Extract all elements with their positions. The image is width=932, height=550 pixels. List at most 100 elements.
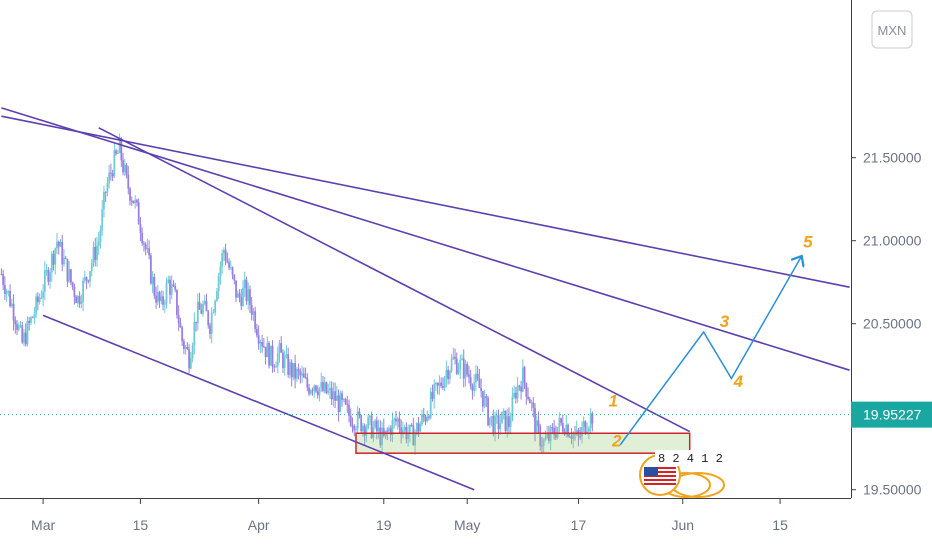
candle-body (96, 245, 98, 260)
candle-body (475, 373, 477, 383)
wave-forecast (619, 257, 801, 446)
symbol-badge[interactable]: MXN (871, 10, 913, 49)
candle-body (402, 429, 404, 435)
support-zone (355, 432, 691, 454)
candle-body (501, 411, 503, 424)
time-tick-label: 19 (376, 517, 392, 533)
candle-body (506, 416, 509, 431)
candle-body (252, 311, 255, 315)
candle-body (75, 296, 78, 304)
candle-body (586, 431, 589, 434)
candle-body (471, 386, 474, 391)
time-tick-label: 15 (772, 517, 788, 533)
candle-body (118, 138, 121, 153)
price-axis[interactable]: 21.50000 21.00000 20.50000 19.50000 (851, 150, 922, 498)
candle-body (541, 445, 543, 447)
candle-body (24, 332, 27, 345)
candle-body (341, 393, 343, 401)
candle-body (582, 421, 585, 427)
candle-body (558, 418, 561, 428)
candle-body (202, 304, 204, 314)
candle-body (448, 371, 451, 380)
candle-body (52, 253, 55, 265)
candle-body (87, 280, 90, 282)
candle-body (567, 424, 569, 437)
candle-body (38, 297, 41, 303)
candle-body (106, 183, 109, 193)
time-axis[interactable]: Mar 15 Apr 19 May 17 Jun 15 (31, 498, 788, 533)
candle-body (33, 313, 36, 318)
candle-body (226, 260, 229, 263)
candle-body (351, 425, 354, 427)
candle-body (499, 423, 502, 430)
candle-body (89, 271, 91, 282)
candle-body (294, 363, 297, 379)
wave-label-2: 2 (611, 432, 622, 451)
candle-body (528, 398, 531, 404)
candle-body (290, 362, 293, 378)
candle-body (16, 324, 18, 330)
candle-body (379, 427, 382, 446)
candle-body (158, 292, 161, 301)
candle-body (3, 285, 6, 295)
candle-body (485, 396, 488, 399)
candle-body (189, 358, 192, 369)
candle-body (509, 420, 512, 427)
candle-body (514, 392, 517, 399)
candle-body (184, 346, 187, 349)
candle-body (73, 286, 76, 297)
candle-body (120, 138, 123, 161)
candle-body (99, 230, 102, 242)
economic-event-icon[interactable]: 8 2 4 1 2 (639, 450, 725, 498)
candle-body (548, 433, 550, 441)
candle-body (438, 382, 441, 386)
candle-body (523, 367, 526, 384)
candle-body (441, 386, 444, 388)
candle-body (309, 390, 312, 394)
candle-body (468, 374, 470, 378)
candle-body (311, 390, 314, 392)
candle-body (216, 291, 218, 301)
candle-body (268, 342, 270, 366)
candle-body (94, 246, 97, 260)
candle-body (76, 295, 79, 304)
candle-body (125, 164, 128, 175)
candle-body (162, 296, 164, 305)
candle-body (255, 329, 258, 336)
candle-body (49, 272, 51, 282)
candle-body (240, 296, 243, 306)
candle-body (492, 416, 495, 435)
candle-body (273, 366, 276, 368)
candle-body (283, 356, 286, 368)
candle-body (556, 427, 559, 438)
candle-body (181, 327, 184, 342)
candle-body (539, 426, 542, 446)
candle-body (9, 290, 11, 306)
candle-body (103, 191, 105, 210)
candle-body (542, 440, 545, 446)
candle-body (429, 391, 432, 418)
candle-body (42, 291, 45, 298)
candle-body (127, 174, 130, 189)
candle-body (308, 387, 310, 394)
candle-body (400, 427, 403, 435)
candle-body (97, 241, 100, 246)
candle-body (589, 413, 592, 429)
candle-body (282, 352, 284, 368)
candle-body (292, 363, 295, 378)
candle-body (584, 421, 587, 434)
candle-body (497, 415, 500, 430)
candle-body (222, 249, 225, 254)
candle-body (386, 430, 389, 432)
candle-body (587, 428, 590, 432)
candle-body (156, 292, 159, 303)
us-flag-icon (644, 467, 676, 485)
candle-body (250, 304, 253, 315)
candle-body (362, 425, 364, 432)
price-tick-label: 21.00000 (863, 233, 922, 249)
candle-body (365, 428, 368, 436)
candle-body (71, 282, 74, 287)
candle-body (304, 377, 307, 379)
support-zone-rect (355, 432, 691, 454)
